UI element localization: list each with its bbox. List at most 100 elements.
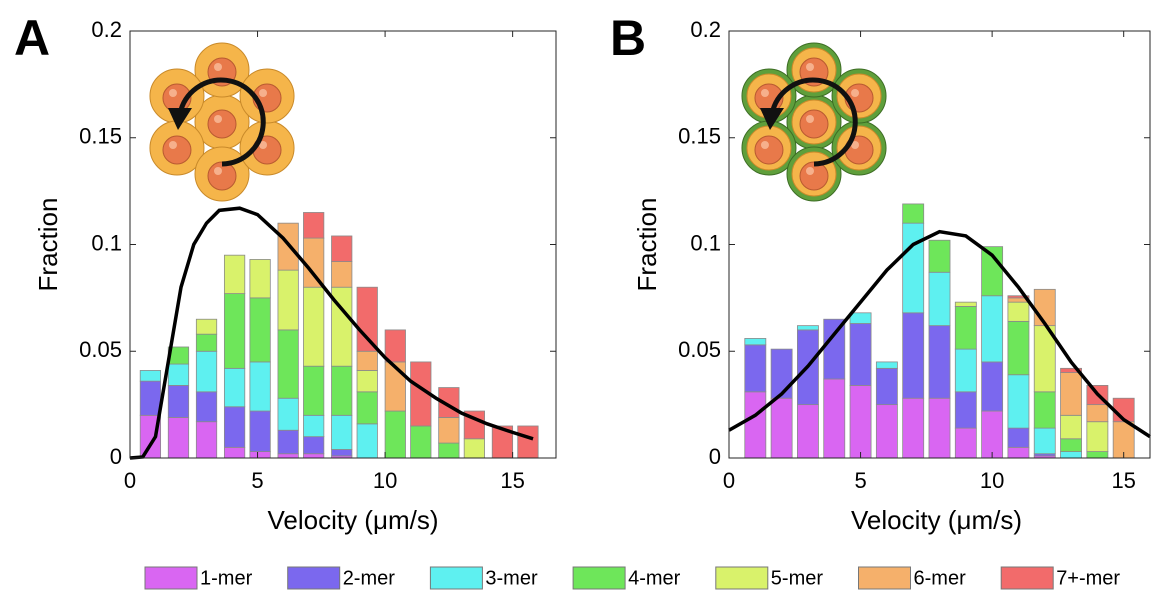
- bar-segment: [797, 404, 819, 459]
- bar-segment: [1033, 288, 1056, 327]
- bar-segment: [356, 370, 378, 393]
- bar-segment: [303, 436, 325, 455]
- bar-segment: [902, 397, 925, 459]
- cell-nucleus: [754, 135, 784, 165]
- arrow-head: [168, 108, 192, 130]
- cell-nucleus: [799, 109, 829, 139]
- bar-segment: [1007, 374, 1030, 429]
- cell-highlight: [214, 167, 222, 175]
- legend-swatch: [572, 566, 626, 590]
- cell-nucleus: [207, 161, 237, 191]
- bar-segment: [303, 414, 325, 438]
- bar-segment: [167, 417, 190, 459]
- legend-swatch: [1000, 566, 1054, 590]
- legend-label: 1-mer: [200, 567, 253, 589]
- bar-segment: [770, 397, 793, 459]
- bar-segment: [1086, 421, 1109, 452]
- bar-segment: [517, 425, 539, 459]
- bar-segment: [167, 385, 190, 418]
- bar-segment: [1086, 404, 1109, 423]
- y-tick-label: 0.05: [678, 337, 721, 362]
- bar-segment: [849, 385, 872, 459]
- bar-segment: [384, 410, 406, 459]
- legend: 1-mer 2-mer 3-mer 4-mer 5-mer 6-mer 7+-mer: [144, 566, 1120, 590]
- bar-segment: [303, 212, 325, 239]
- x-tick-label: 10: [373, 468, 397, 493]
- cell-highlight: [214, 63, 222, 71]
- bar-segment: [249, 451, 271, 459]
- y-tick-label: 0.1: [91, 230, 122, 255]
- bar-segment: [902, 203, 925, 224]
- bar-segment: [1007, 446, 1030, 459]
- x-tick-label: 5: [854, 468, 866, 493]
- legend-swatch: [287, 566, 341, 590]
- bar-segment: [303, 365, 325, 416]
- x-tick-label: 10: [980, 468, 1004, 493]
- bar-segment: [981, 361, 1004, 412]
- cell-highlight: [806, 115, 814, 123]
- bar-segment: [823, 318, 846, 380]
- bar-segment: [356, 286, 378, 352]
- bar-segment: [303, 453, 325, 459]
- bar-segment: [331, 449, 353, 457]
- x-axis-label: Velocity (μm/s): [851, 505, 1022, 535]
- y-tick-label: 0.15: [678, 124, 721, 149]
- bar-segment: [1060, 438, 1082, 452]
- rotation-arrow: [769, 77, 858, 167]
- bar-segment: [1033, 427, 1056, 455]
- bar-segment: [1060, 367, 1082, 373]
- cell-cluster-icon: [149, 42, 295, 202]
- bar-segment: [928, 271, 951, 327]
- bar-segment: [744, 391, 767, 459]
- bar-segment: [1007, 295, 1030, 299]
- bar-segment: [1007, 320, 1030, 376]
- bar-segment: [438, 442, 460, 459]
- cell-nucleus: [799, 161, 829, 191]
- cell-highlight: [168, 89, 177, 97]
- bar-segment: [1086, 451, 1109, 459]
- cell-highlight: [214, 115, 222, 123]
- bar-segment: [875, 361, 898, 369]
- bar-segment: [223, 446, 246, 459]
- bar-segment: [356, 423, 378, 459]
- bar-segment: [981, 295, 1004, 363]
- legend-label: 6-mer: [914, 567, 967, 589]
- y-axis-label: Fraction: [33, 198, 63, 292]
- bar-segment: [797, 325, 819, 331]
- y-tick-label: 0.05: [79, 337, 122, 362]
- bar-segment: [356, 350, 378, 371]
- bar-segment: [954, 306, 977, 350]
- bar-segment: [139, 380, 162, 416]
- bar-segment: [410, 425, 432, 459]
- arrow-head: [760, 108, 784, 130]
- bar-segment: [875, 404, 898, 459]
- y-tick-label: 0: [110, 444, 122, 469]
- bar-segment: [1007, 301, 1030, 322]
- legend-label: 4-mer: [628, 567, 681, 589]
- bar-segment: [981, 410, 1004, 459]
- cell-highlight: [259, 89, 268, 97]
- x-tick-label: 15: [500, 468, 524, 493]
- bar-segment: [303, 286, 325, 367]
- bar-segment: [1060, 414, 1082, 440]
- bar-segment: [139, 370, 162, 382]
- bar-segment: [928, 239, 951, 273]
- bar-segment: [356, 391, 378, 425]
- bar-segment: [954, 348, 977, 393]
- bar-segment: [223, 406, 246, 448]
- fit-curve: [728, 229, 1151, 439]
- cell-highlight: [760, 89, 769, 97]
- bar-segment: [195, 421, 218, 459]
- bar-segment: [849, 323, 872, 386]
- cell-cluster-icon: [741, 42, 887, 202]
- bar-segment: [384, 329, 406, 363]
- x-axis-label: Velocity (μm/s): [267, 505, 438, 535]
- bar-segment: [303, 237, 325, 288]
- cell-nucleus: [162, 135, 192, 165]
- bar-segment: [902, 312, 925, 399]
- bar-segment: [823, 378, 846, 459]
- bar-segment: [744, 344, 767, 393]
- x-tick-label: 0: [723, 468, 735, 493]
- bar-segment: [223, 293, 246, 369]
- bar-segment: [195, 333, 218, 352]
